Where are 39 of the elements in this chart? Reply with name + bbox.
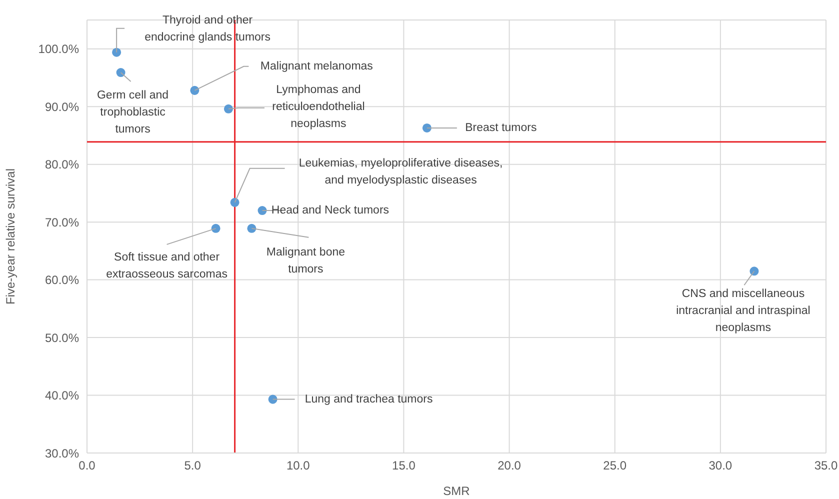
annotation: Lung and trachea tumors	[304, 393, 433, 406]
x-tick-label: 15.0	[392, 458, 416, 473]
annotation: Germ cell and trophoblastic tumors	[96, 90, 169, 136]
y-tick-label: 70.0%	[44, 215, 80, 230]
point	[268, 394, 278, 404]
y-tick-label: 40.0%	[44, 388, 80, 403]
annotation: Malignant melanomas	[260, 60, 374, 72]
y-tick-label: 50.0%	[44, 330, 80, 345]
x-tick-label: 0.0	[78, 458, 96, 473]
x-tick-label: 25.0	[603, 458, 627, 473]
y-tick-label: 80.0%	[44, 158, 80, 172]
y-tick-label: 100.0%	[38, 42, 80, 56]
x-tick-label: 30.0	[708, 458, 732, 473]
point	[112, 48, 122, 57]
x-tick-label: 10.0	[286, 458, 310, 473]
annotation: Malignant bone tumors	[266, 246, 346, 276]
point	[247, 224, 256, 233]
annotation: Lymphomas and reticuloendothelial neoplasms	[272, 84, 365, 130]
annotation: Breast tumors	[465, 122, 537, 134]
point	[750, 266, 759, 276]
y-tick-label: 30.0%	[44, 446, 80, 460]
y-tick-label: 90.0%	[44, 100, 80, 114]
x-tick-label: 5.0	[184, 458, 202, 473]
x-tick-label: 20.0	[498, 458, 522, 473]
point	[211, 224, 220, 233]
annotation: Soft tissue and other extraosseous sarcomas	[106, 251, 228, 280]
annotation: Leukemias, myeloproliferative diseases, and myelodysplastic diseases	[298, 157, 503, 186]
point	[190, 86, 200, 95]
annotation: Thyroid and other endocrine glands tumors	[144, 14, 271, 44]
point	[422, 123, 432, 132]
annotation: Head and Neck tumors	[271, 204, 390, 217]
y-axis-title: Five-year relative survival	[3, 168, 18, 305]
annotation: CNS and miscellaneous intracranial and intraspinal neoplasms	[676, 288, 810, 334]
x-axis-title: SMR	[443, 484, 470, 498]
point	[116, 68, 126, 78]
point	[230, 198, 240, 207]
point	[224, 104, 233, 114]
y-tick-label: 60.0%	[44, 273, 80, 288]
x-tick-label: 35.0	[814, 458, 838, 473]
